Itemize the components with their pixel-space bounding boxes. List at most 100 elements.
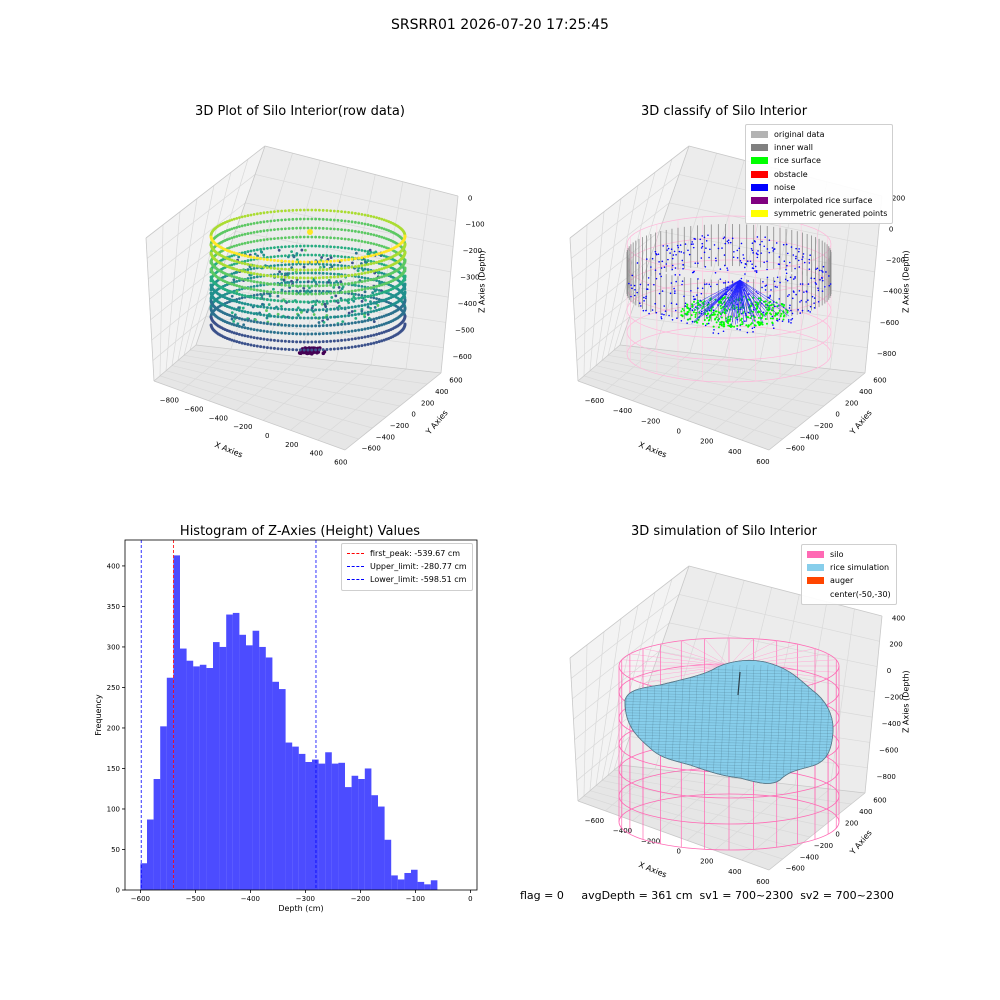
panel4-legend: silo rice simulation auger center(-50,-30)	[801, 544, 897, 605]
z-tick-label: 200	[889, 641, 902, 649]
histogram-bar	[147, 819, 154, 890]
y-tick-label: 200	[107, 724, 120, 732]
histogram-legend: first_peak: -539.67 cm Upper_limit: -280.…	[341, 543, 473, 591]
x-tick-label: −200	[351, 895, 370, 903]
legend-swatch	[807, 564, 824, 572]
y-tick-label: −400	[800, 853, 819, 861]
legend-item: inner wall	[751, 141, 887, 154]
histogram-bar	[312, 759, 319, 890]
legend-item: symmetric generated points	[751, 207, 887, 220]
y-tick-label: 400	[435, 388, 448, 396]
histogram-bar	[193, 666, 200, 890]
y-tick-label: −400	[376, 433, 395, 441]
y-tick-label: 200	[845, 399, 858, 407]
auger-marker	[737, 671, 741, 696]
legend-swatch	[807, 577, 824, 585]
legend-label: Upper_limit: -280.77 cm	[370, 562, 467, 572]
histogram-bar	[239, 634, 246, 890]
legend-swatch	[807, 591, 824, 598]
histogram-bar	[358, 779, 365, 890]
histogram-bar	[173, 555, 180, 890]
legend-label: first_peak: -539.67 cm	[370, 549, 461, 559]
x-tick-label: −100	[406, 895, 425, 903]
histogram-bar	[265, 657, 273, 890]
y-tick-label: 250	[107, 684, 120, 692]
y-tick-label: −200	[390, 422, 409, 430]
z-tick-label: −400	[883, 288, 902, 296]
y-tick-label: 600	[449, 377, 462, 385]
figure-title: SRSRR01 2026-07-20 17:25:45	[391, 17, 609, 33]
legend-item: center(-50,-30)	[807, 588, 891, 601]
y-tick-label: 200	[421, 399, 434, 407]
histogram-bar	[364, 768, 372, 890]
histogram-bar	[338, 762, 345, 890]
histogram-bar	[252, 630, 260, 890]
histogram-bar	[351, 775, 359, 890]
y-tick-label: 100	[107, 805, 120, 813]
y-axis-label: Frequency	[94, 694, 103, 736]
panel2-title: 3D classify of Silo Interior	[640, 104, 808, 119]
x-tick-label: −800	[160, 397, 179, 405]
x-tick-label: −400	[613, 827, 632, 835]
histogram-bar	[206, 668, 213, 890]
x-tick-label: −600	[585, 817, 604, 825]
x-tick-label: 400	[728, 868, 741, 876]
x-tick-label: 0	[676, 427, 680, 435]
legend-swatch	[347, 579, 364, 581]
z-tick-label: −600	[879, 746, 898, 754]
y-tick-label: 300	[107, 643, 120, 651]
legend-label: symmetric generated points	[774, 209, 888, 219]
legend-label: rice surface	[774, 156, 821, 166]
histogram-bar	[411, 869, 418, 890]
legend-swatch	[751, 144, 768, 152]
y-tick-label: 200	[845, 819, 858, 827]
panel4-title: 3D simulation of Silo Interior	[631, 524, 817, 539]
histogram-bar	[259, 646, 266, 890]
histogram-bar	[140, 863, 147, 890]
legend-label: silo	[830, 550, 844, 560]
histogram-bar	[246, 645, 253, 890]
x-tick-label: 400	[310, 450, 323, 458]
y-tick-label: 50	[111, 846, 120, 854]
y-tick-label: −600	[362, 445, 381, 453]
z-tick-label: −600	[453, 353, 472, 361]
z-tick-label: 0	[468, 194, 472, 202]
histogram-bar	[430, 880, 438, 890]
z-tick-label: 0	[889, 226, 893, 234]
histogram-frame	[124, 539, 478, 891]
legend-item: first_peak: -539.67 cm	[347, 547, 467, 560]
y-tick-label: 350	[107, 603, 120, 611]
panel2-points	[626, 215, 832, 383]
legend-label: Lower_limit: -598.51 cm	[370, 575, 467, 585]
histogram-bar	[285, 742, 293, 890]
x-tick-label: −600	[131, 895, 150, 903]
z-tick-label: −600	[880, 319, 899, 327]
x-axis-label: X Axies	[213, 440, 244, 459]
histogram-bar	[292, 746, 299, 890]
z-tick-label: −300	[460, 274, 479, 282]
histogram-bar	[213, 642, 220, 890]
x-tick-label: −400	[613, 407, 632, 415]
legend-label: inner wall	[774, 143, 814, 153]
z-tick-label: −400	[458, 300, 477, 308]
z-tick-label: −200	[884, 694, 903, 702]
y-tick-label: 600	[873, 797, 886, 805]
x-tick-label: 0	[265, 432, 269, 440]
y-tick-label: 0	[411, 411, 415, 419]
histogram-bar	[404, 872, 411, 890]
y-tick-label: 600	[873, 377, 886, 385]
x-tick-label: 0	[676, 847, 680, 855]
z-tick-label: −200	[463, 247, 482, 255]
y-tick-label: 400	[107, 562, 120, 570]
z-axis-label: Z Axies (Depth)	[901, 670, 910, 733]
legend-swatch	[751, 197, 768, 205]
x-tick-label: 600	[756, 458, 769, 466]
histogram-bar	[305, 761, 312, 890]
y-tick-label: 150	[107, 765, 120, 773]
histogram-bar	[186, 660, 194, 890]
legend-label: rice simulation	[830, 563, 890, 573]
x-tick-label: −200	[641, 417, 660, 425]
panel1-points	[209, 208, 407, 356]
z-tick-label: −200	[886, 257, 905, 265]
x-tick-label: −200	[233, 423, 252, 431]
